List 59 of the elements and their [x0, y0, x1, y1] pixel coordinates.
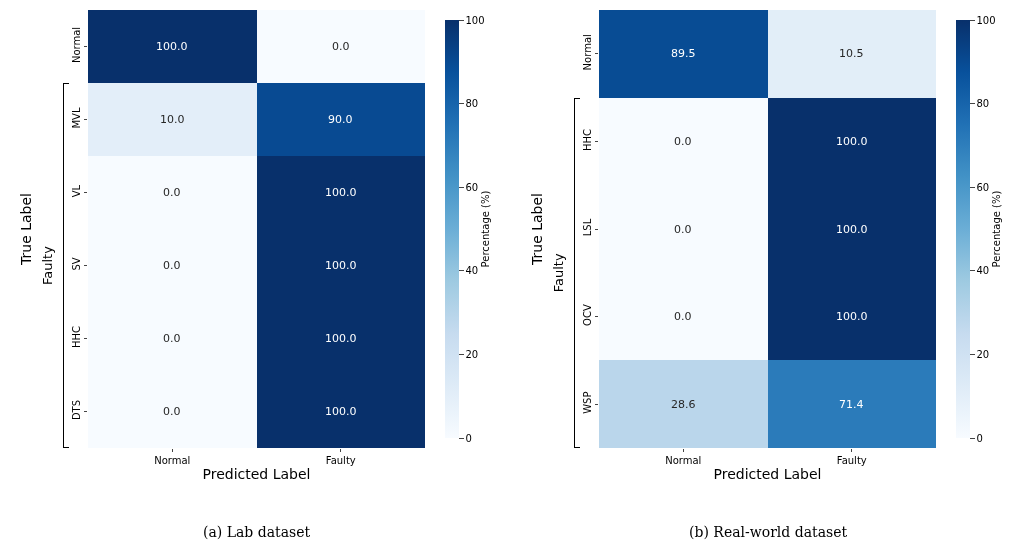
data-label: 10.0: [160, 113, 185, 126]
x-tick-label: Normal: [154, 455, 191, 466]
color-bar-label: 80: [976, 98, 990, 110]
x-tick-label: Faulty: [325, 455, 356, 466]
y-tick-label: DTS: [71, 399, 82, 421]
data-label: 100.0: [325, 186, 357, 199]
data-label: 71.4: [839, 398, 864, 411]
data-label: 100.0: [836, 135, 868, 148]
data-label: 0.0: [674, 135, 692, 148]
text: (b) Real-world dataset: [689, 524, 848, 540]
data-label: 100.0: [836, 310, 868, 323]
data-label: 0.0: [674, 223, 692, 236]
data-label: 0.0: [163, 405, 181, 418]
data-label: 0.0: [674, 310, 692, 323]
y-tick-label: HHC: [582, 128, 593, 151]
data-label: 100.0: [156, 40, 188, 53]
x-axis-title: Predicted Label: [202, 466, 311, 483]
y-tick-label: OCV: [582, 304, 593, 326]
y-tick-label: LSL: [582, 218, 593, 237]
data-label: 10.5: [839, 47, 864, 60]
color-bar-label: 100: [465, 14, 485, 26]
data-label: 100.0: [325, 405, 357, 418]
y-tick-label: HHC: [71, 325, 82, 349]
data-label: 28.6: [671, 398, 696, 411]
x-axis-title: Predicted Label: [713, 466, 822, 483]
x-tick-label: Normal: [665, 455, 702, 466]
data-label: 0.0: [163, 186, 181, 199]
color-bar-label: 60: [976, 181, 990, 193]
x-tick-label: Faulty: [836, 455, 867, 466]
y-tick-label: Normal: [71, 26, 82, 64]
color-bar-title: Percentage (%): [991, 190, 1003, 268]
text: (a) Lab dataset: [203, 524, 311, 540]
color-bar-label: 40: [976, 265, 990, 277]
y-tick-label: WSP: [582, 391, 593, 414]
data-label: 100.0: [325, 259, 357, 272]
color-bar-label: 100: [976, 14, 996, 26]
text: Faulty: [40, 245, 55, 285]
color-bar-label: 40: [465, 265, 479, 277]
data-label: 90.0: [328, 113, 353, 126]
y-axis-title: True Label: [528, 193, 545, 266]
color-bar-label: 20: [976, 348, 990, 360]
color-bar-label: 80: [465, 98, 479, 110]
data-label: 0.0: [163, 259, 181, 272]
color-bar-label: 60: [465, 181, 479, 193]
y-tick-label: VL: [71, 184, 82, 198]
data-label: 100.0: [325, 332, 357, 345]
y-tick-label: SV: [71, 257, 82, 271]
color-bar-label: 0: [465, 432, 472, 444]
color-bar-title: Percentage (%): [480, 190, 492, 268]
data-label: 89.5: [671, 47, 696, 60]
text: Faulty: [550, 253, 566, 293]
y-tick-label: Normal: [582, 34, 593, 71]
data-label: 0.0: [163, 332, 181, 345]
data-label: 100.0: [836, 223, 868, 236]
y-tick-label: MVL: [71, 107, 82, 129]
data-label: 0.0: [332, 40, 350, 53]
y-axis-title: True Label: [17, 193, 34, 266]
color-bar-label: 20: [465, 348, 479, 360]
color-bar-label: 0: [976, 432, 983, 444]
